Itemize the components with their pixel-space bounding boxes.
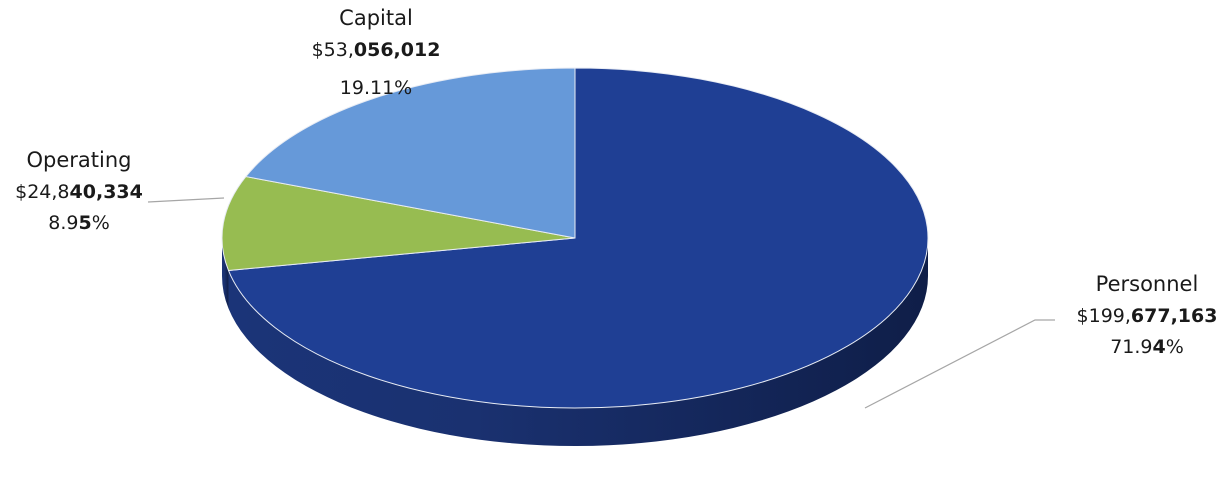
label-value-operating: $24,840,334 xyxy=(15,181,143,203)
label-name-capital: Capital xyxy=(339,6,413,30)
label-percent-capital: 19.11% xyxy=(340,77,412,99)
data-label-personnel: Personnel $199,677,163 71.94% xyxy=(1077,272,1218,358)
slice-side-personnel xyxy=(228,238,929,446)
label-value-capital: $53,056,012 xyxy=(312,39,441,61)
leader-line-operating xyxy=(147,197,225,203)
label-percent-personnel: 71.94% xyxy=(1110,336,1184,358)
leader-line-personnel xyxy=(864,319,1055,409)
slice-personnel xyxy=(228,67,929,409)
label-percent-operating: 8.95% xyxy=(48,212,110,234)
pie-top xyxy=(221,67,929,409)
label-value-personnel: $199,677,163 xyxy=(1077,305,1218,327)
slice-capital xyxy=(245,67,576,239)
label-name-personnel: Personnel xyxy=(1096,272,1199,296)
data-labels: Personnel $199,677,163 71.94% Operating $24,… xyxy=(15,6,1217,358)
data-label-operating: Operating $24,840,334 8.95% xyxy=(15,148,143,234)
slice-operating xyxy=(221,176,576,272)
label-name-operating: Operating xyxy=(27,148,132,172)
data-label-capital: Capital $53,056,012 19.11% xyxy=(312,6,441,99)
leader-lines xyxy=(147,197,1055,409)
